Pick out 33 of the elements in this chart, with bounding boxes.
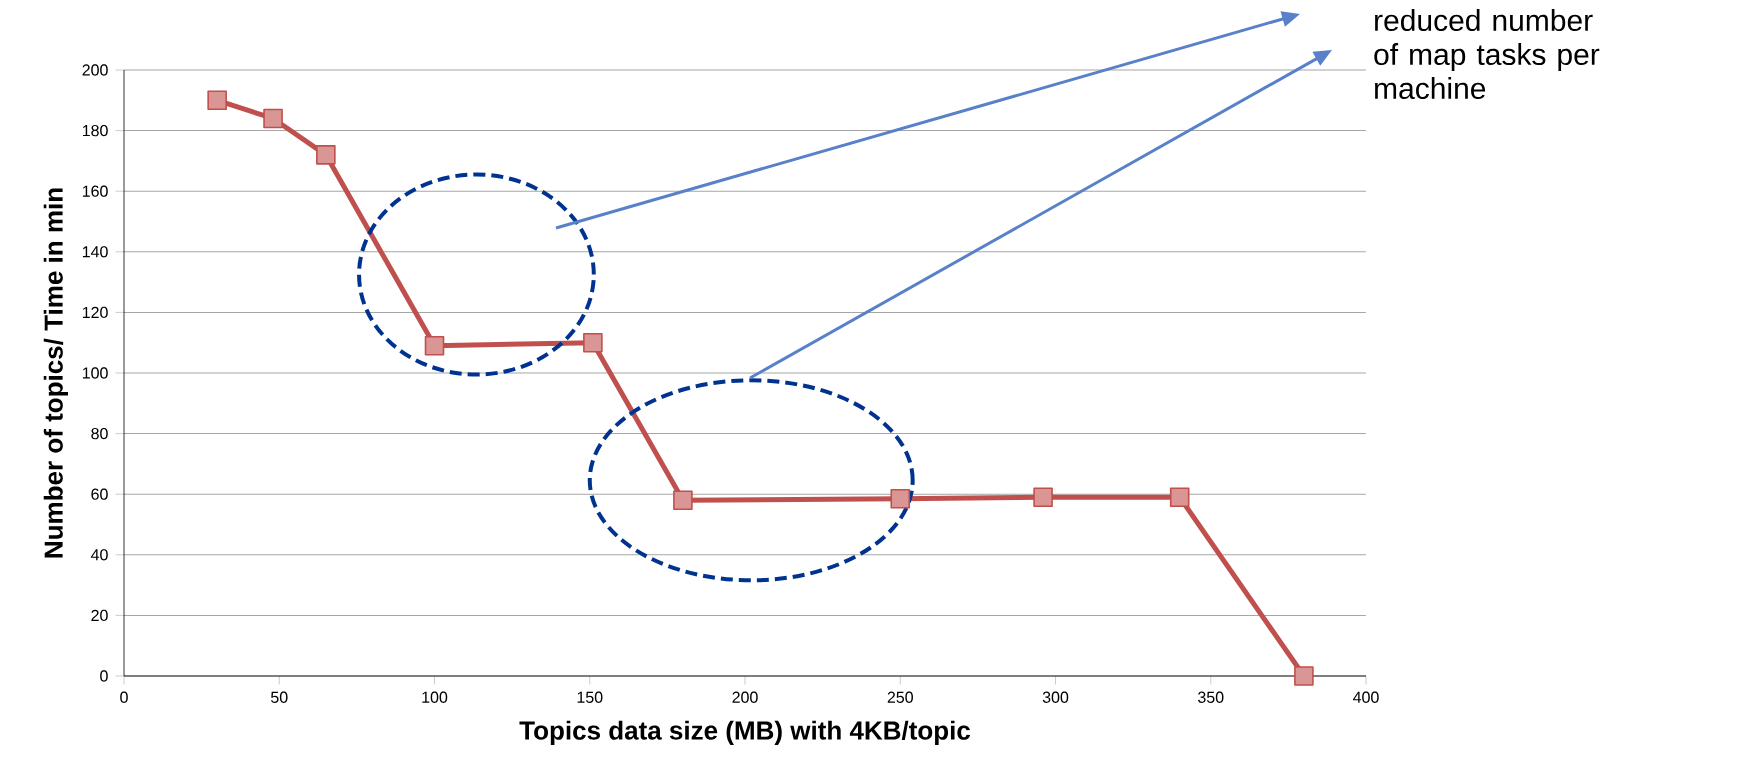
x-tick-label: 300 <box>1042 691 1069 703</box>
y-tick-label: 140 <box>82 246 108 258</box>
x-tick-label: 400 <box>1353 691 1379 703</box>
y-tick-label: 20 <box>91 609 108 622</box>
point <box>316 145 336 165</box>
y-tick-label: 80 <box>91 427 108 440</box>
y-axis-title: Number of topics/ Time in min <box>43 188 68 558</box>
point <box>424 335 445 356</box>
text: reduced number of map tasks per machine <box>1374 9 1600 100</box>
x-tick-label: 250 <box>887 691 913 703</box>
point <box>890 488 911 509</box>
y-tick-label: 160 <box>82 185 108 197</box>
y-tick-label: 60 <box>91 488 108 500</box>
point <box>207 90 227 111</box>
x-tick-label: 200 <box>732 691 758 703</box>
x-tick-label: 50 <box>270 691 288 703</box>
y-tick-label: 40 <box>90 549 108 561</box>
point <box>1294 666 1314 686</box>
y-tick-label: 0 <box>100 670 108 682</box>
point <box>583 332 603 353</box>
y-tick-label: 200 <box>82 64 108 76</box>
x-tick-label: 350 <box>1198 691 1224 703</box>
x-axis-title: Topics data size (MB) with 4KB/topic <box>519 720 971 745</box>
x-tick-label: 0 <box>120 691 128 703</box>
x-tick-label: 100 <box>422 691 448 703</box>
y-tick-label: 120 <box>82 306 108 319</box>
point <box>263 108 283 129</box>
y-tick-label: 100 <box>82 367 108 379</box>
point <box>673 490 693 511</box>
y-tick-label: 180 <box>82 124 108 137</box>
point <box>1033 487 1053 508</box>
x-tick-label: 150 <box>577 691 603 703</box>
point <box>1169 487 1190 508</box>
